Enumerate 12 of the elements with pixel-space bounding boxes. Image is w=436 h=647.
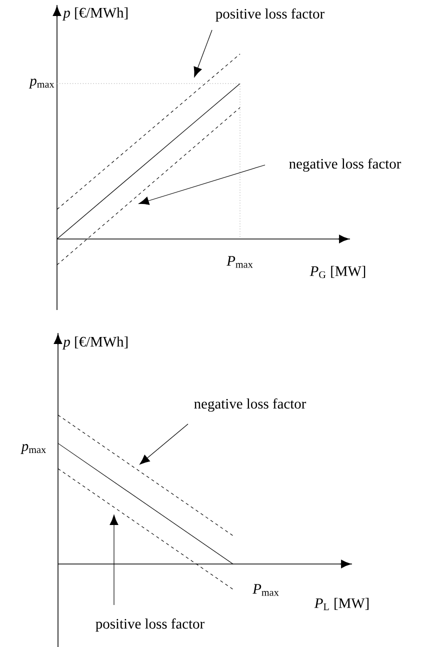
x-axis-title: P$_{G}$ [MW] xyxy=(310,266,366,278)
text: positive loss factor xyxy=(216,8,324,22)
y-axis-title: p [€/MWh] xyxy=(62,336,128,350)
text: negative loss factor xyxy=(194,398,306,412)
x-axis-title: P$_{L}$ [MW] xyxy=(314,598,369,610)
annotation: P$_{max}$ xyxy=(226,256,253,268)
annotation: P$_{max}$ xyxy=(252,584,279,596)
text: p$_{max}$ xyxy=(20,444,46,454)
y-axis-title: p [€/MWh] xyxy=(62,7,128,21)
text: positive loss factor xyxy=(96,618,204,632)
annotation: negative loss factor xyxy=(289,158,402,172)
ref-line-label: p$_{max}$ xyxy=(28,78,54,89)
